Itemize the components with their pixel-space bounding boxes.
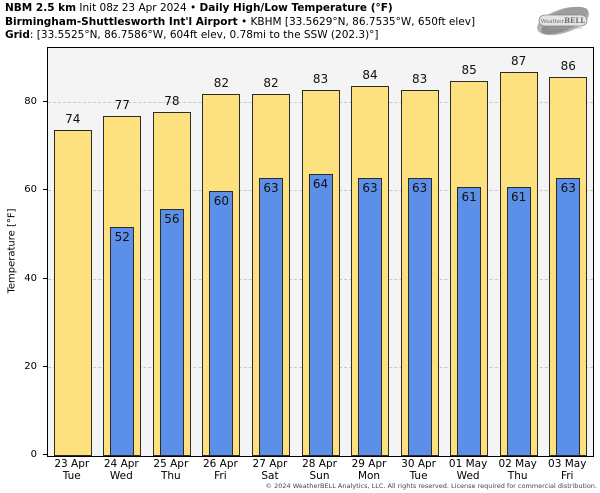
low-bar-03-May bbox=[556, 178, 581, 456]
y-tick-mark-80 bbox=[43, 101, 47, 103]
high-value-label: 82 bbox=[213, 76, 230, 91]
y-tick-mark-20 bbox=[43, 365, 47, 367]
x-tick-label-25-Apr: 25 Apr Thu bbox=[153, 458, 188, 482]
init-time: Init 08z 23 Apr 2024 • bbox=[76, 2, 200, 14]
low-value-label: 60 bbox=[213, 194, 230, 209]
low-bar-25-Apr bbox=[159, 209, 184, 456]
weatherbell-logo: WeatherBELL bbox=[532, 1, 594, 43]
x-tick-label-30-Apr: 30 Apr Tue bbox=[401, 458, 436, 482]
y-tick-mark-60 bbox=[43, 189, 47, 191]
low-value-label: 61 bbox=[461, 189, 477, 204]
x-tick-weekday: Mon bbox=[357, 470, 381, 482]
x-tick-label-26-Apr: 26 Apr Fri bbox=[203, 458, 238, 482]
x-tick-label-03-May: 03 May Fri bbox=[548, 458, 586, 482]
high-value-label: 84 bbox=[362, 67, 378, 82]
x-tick-weekday: Wed bbox=[456, 470, 480, 482]
x-tick-weekday: Sun bbox=[309, 470, 330, 482]
chart-header: NBM 2.5 km Init 08z 23 Apr 2024 • Daily … bbox=[5, 2, 475, 43]
x-tick-label-23-Apr: 23 Apr Tue bbox=[54, 458, 89, 482]
low-value-label: 64 bbox=[312, 176, 329, 191]
footer-copyright: © 2024 WeatherBELL Analytics, LLC. All r… bbox=[265, 482, 597, 490]
x-axis: 23 Apr Tue 24 Apr Wed 25 Apr Thu 26 Apr Fri 27 A… bbox=[47, 458, 592, 484]
high-value-label: 87 bbox=[511, 54, 527, 69]
y-tick-mark-0 bbox=[43, 454, 47, 455]
x-tick-weekday: Thu bbox=[160, 470, 181, 482]
x-tick-weekday: Wed bbox=[109, 470, 133, 482]
x-tick-weekday: Fri bbox=[560, 470, 574, 482]
low-bar-29-Apr bbox=[358, 178, 383, 456]
y-axis: 0 20 40 60 80 bbox=[0, 47, 47, 460]
x-tick-date: 02 May bbox=[498, 458, 537, 470]
x-tick-date: 27 Apr bbox=[252, 458, 288, 470]
x-tick-date: 24 Apr bbox=[103, 458, 139, 470]
x-tick-weekday: Sat bbox=[261, 470, 279, 482]
high-value-label: 77 bbox=[114, 98, 130, 113]
low-bar-28-Apr bbox=[308, 173, 333, 456]
y-tick-label-20: 20 bbox=[24, 360, 37, 372]
high-value-label: 83 bbox=[312, 71, 329, 86]
x-tick-label-28-Apr: 28 Apr Sun bbox=[302, 458, 337, 482]
header-line-station: Birmingham-Shuttlesworth Int'l Airport •… bbox=[5, 16, 475, 30]
x-tick-weekday: Tue bbox=[409, 470, 428, 482]
low-bar-27-Apr bbox=[258, 178, 283, 456]
y-tick-mark-40 bbox=[43, 277, 47, 279]
station-coords: • KBHM [33.5629°N, 86.7535°W, 650ft elev… bbox=[237, 15, 476, 28]
x-tick-weekday: Fri bbox=[214, 470, 227, 482]
low-bar-30-Apr bbox=[407, 178, 432, 456]
x-tick-label-24-Apr: 24 Apr Wed bbox=[104, 458, 139, 482]
x-tick-weekday: Thu bbox=[507, 470, 528, 482]
x-tick-date: 03 May bbox=[548, 458, 587, 470]
x-tick-label-01-May: 01 May Wed bbox=[449, 458, 487, 482]
x-tick-date: 01 May bbox=[448, 458, 488, 470]
low-bar-02-May bbox=[506, 186, 531, 456]
high-value-label: 74 bbox=[65, 111, 81, 126]
y-tick-label-60: 60 bbox=[24, 184, 37, 196]
x-tick-date: 29 Apr bbox=[351, 458, 387, 470]
low-value-label: 61 bbox=[511, 189, 527, 204]
low-value-label: 63 bbox=[411, 181, 428, 196]
plot-area: 74 77 52 78 56 82 60 82 63 83 64 84 63 83 63 85 61 87 61 86… bbox=[47, 47, 594, 457]
x-tick-date: 28 Apr bbox=[302, 458, 337, 470]
high-value-label: 78 bbox=[164, 93, 180, 108]
x-tick-label-29-Apr: 29 Apr Mon bbox=[352, 458, 387, 482]
header-line-grid: Grid: [33.5525°N, 86.7586°W, 604ft elev,… bbox=[5, 29, 475, 43]
y-tick-label-40: 40 bbox=[24, 272, 37, 284]
x-tick-weekday: Tue bbox=[62, 470, 81, 482]
x-tick-label-02-May: 02 May Thu bbox=[498, 458, 536, 482]
high-value-label: 82 bbox=[263, 76, 279, 91]
high-value-label: 83 bbox=[411, 71, 428, 86]
y-tick-label-0: 0 bbox=[30, 449, 37, 460]
x-tick-date: 26 Apr bbox=[202, 458, 238, 470]
chart-title: Daily High/Low Temperature (°F) bbox=[199, 2, 393, 14]
x-tick-date: 25 Apr bbox=[153, 458, 189, 470]
low-value-label: 56 bbox=[164, 212, 180, 226]
svg-text:WeatherBELL: WeatherBELL bbox=[541, 16, 586, 25]
grid-coords: : [33.5525°N, 86.7586°W, 604ft elev, 0.7… bbox=[29, 29, 379, 41]
high-value-label: 86 bbox=[560, 58, 576, 73]
low-value-label: 63 bbox=[560, 181, 576, 196]
grid-label: Grid bbox=[5, 29, 30, 41]
model-name: NBM 2.5 km bbox=[5, 2, 77, 14]
x-tick-date: 30 Apr bbox=[401, 458, 437, 470]
low-value-label: 63 bbox=[362, 181, 378, 196]
weatherbell-logo-icon: WeatherBELL bbox=[537, 6, 589, 36]
low-bar-01-May bbox=[457, 186, 482, 456]
low-value-label: 52 bbox=[114, 229, 130, 244]
x-tick-date: 23 Apr bbox=[54, 458, 90, 470]
x-tick-label-27-Apr: 27 Apr Sat bbox=[253, 458, 288, 482]
high-bar-23-Apr bbox=[53, 129, 92, 456]
low-bar-26-Apr bbox=[209, 191, 234, 456]
header-line-title: NBM 2.5 km Init 08z 23 Apr 2024 • Daily … bbox=[5, 2, 475, 16]
low-value-label: 63 bbox=[263, 181, 279, 196]
low-bar-24-Apr bbox=[110, 226, 135, 456]
station-name: Birmingham-Shuttlesworth Int'l Airport bbox=[5, 15, 238, 28]
high-value-label: 85 bbox=[461, 63, 477, 78]
y-tick-label-80: 80 bbox=[24, 96, 37, 108]
